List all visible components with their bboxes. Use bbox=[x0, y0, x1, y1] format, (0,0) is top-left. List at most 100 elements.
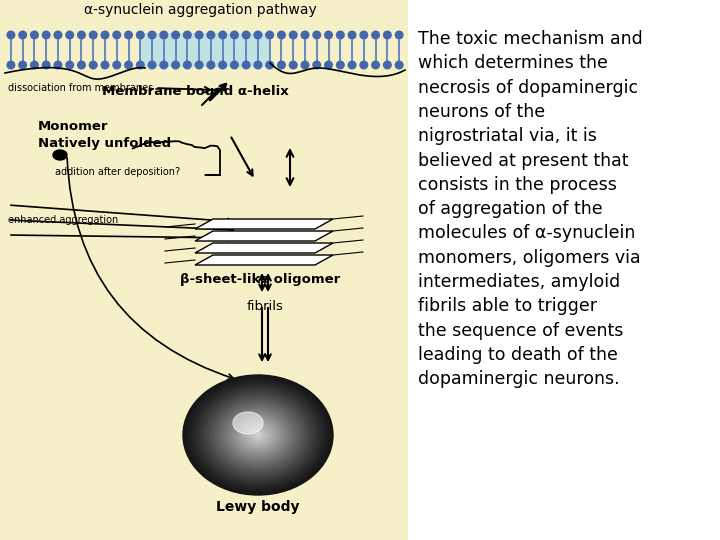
Circle shape bbox=[53, 30, 63, 39]
Circle shape bbox=[395, 60, 404, 70]
Ellipse shape bbox=[247, 426, 269, 444]
Circle shape bbox=[42, 30, 50, 39]
Circle shape bbox=[194, 60, 204, 70]
Ellipse shape bbox=[204, 392, 312, 478]
Ellipse shape bbox=[254, 432, 262, 438]
Ellipse shape bbox=[230, 413, 286, 457]
Ellipse shape bbox=[208, 395, 308, 475]
Circle shape bbox=[171, 60, 180, 70]
Ellipse shape bbox=[191, 381, 325, 489]
Text: enhanced aggregation: enhanced aggregation bbox=[8, 215, 118, 225]
Ellipse shape bbox=[184, 376, 332, 494]
Circle shape bbox=[265, 30, 274, 39]
Circle shape bbox=[218, 30, 227, 39]
Ellipse shape bbox=[252, 430, 264, 440]
Circle shape bbox=[207, 30, 215, 39]
Circle shape bbox=[218, 60, 227, 70]
Circle shape bbox=[242, 30, 251, 39]
Ellipse shape bbox=[186, 377, 330, 493]
Ellipse shape bbox=[248, 427, 268, 443]
Ellipse shape bbox=[237, 418, 279, 452]
Ellipse shape bbox=[234, 416, 282, 454]
Ellipse shape bbox=[235, 417, 281, 453]
Ellipse shape bbox=[215, 401, 300, 469]
Circle shape bbox=[101, 30, 109, 39]
Text: Membrane bound α-helix: Membrane bound α-helix bbox=[102, 85, 289, 98]
Circle shape bbox=[159, 60, 168, 70]
Circle shape bbox=[66, 30, 74, 39]
Ellipse shape bbox=[251, 429, 266, 441]
Circle shape bbox=[265, 60, 274, 70]
Ellipse shape bbox=[196, 385, 320, 485]
Circle shape bbox=[6, 60, 15, 70]
Ellipse shape bbox=[232, 414, 284, 456]
Ellipse shape bbox=[256, 433, 261, 437]
Ellipse shape bbox=[203, 391, 313, 479]
Circle shape bbox=[383, 30, 392, 39]
Ellipse shape bbox=[210, 397, 305, 473]
Text: β-sheet-like oligomer: β-sheet-like oligomer bbox=[180, 273, 341, 286]
Ellipse shape bbox=[243, 423, 273, 447]
Ellipse shape bbox=[239, 420, 276, 450]
Bar bbox=[408, 0, 720, 540]
Circle shape bbox=[183, 60, 192, 70]
Ellipse shape bbox=[210, 396, 307, 474]
Circle shape bbox=[101, 60, 109, 70]
Circle shape bbox=[77, 30, 86, 39]
Ellipse shape bbox=[199, 388, 317, 482]
Circle shape bbox=[148, 30, 156, 39]
Circle shape bbox=[18, 60, 27, 70]
Ellipse shape bbox=[257, 434, 259, 436]
Text: The toxic mechanism and
which determines the
necrosis of dopaminergic
neurons of: The toxic mechanism and which determines… bbox=[418, 30, 643, 388]
Circle shape bbox=[395, 30, 404, 39]
Ellipse shape bbox=[242, 422, 274, 448]
Circle shape bbox=[89, 60, 98, 70]
Text: Lewy body: Lewy body bbox=[216, 500, 300, 514]
Text: α-synuclein aggregation pathway: α-synuclein aggregation pathway bbox=[84, 3, 316, 17]
Circle shape bbox=[124, 30, 133, 39]
Circle shape bbox=[207, 60, 215, 70]
Ellipse shape bbox=[198, 387, 318, 483]
Text: fibrils: fibrils bbox=[246, 300, 284, 313]
Circle shape bbox=[112, 60, 121, 70]
Circle shape bbox=[359, 60, 369, 70]
Ellipse shape bbox=[197, 386, 319, 484]
Ellipse shape bbox=[233, 415, 283, 455]
Ellipse shape bbox=[192, 382, 324, 488]
Circle shape bbox=[324, 30, 333, 39]
Circle shape bbox=[371, 60, 380, 70]
Ellipse shape bbox=[53, 150, 67, 160]
Ellipse shape bbox=[189, 380, 327, 490]
Circle shape bbox=[124, 60, 133, 70]
Circle shape bbox=[30, 30, 39, 39]
Circle shape bbox=[383, 60, 392, 70]
Polygon shape bbox=[195, 219, 333, 229]
Ellipse shape bbox=[215, 400, 302, 470]
Circle shape bbox=[136, 60, 145, 70]
Ellipse shape bbox=[205, 393, 310, 477]
Ellipse shape bbox=[183, 375, 333, 495]
Circle shape bbox=[371, 30, 380, 39]
Circle shape bbox=[312, 30, 321, 39]
Circle shape bbox=[30, 60, 39, 70]
Ellipse shape bbox=[253, 431, 263, 439]
Ellipse shape bbox=[228, 411, 288, 459]
Ellipse shape bbox=[222, 406, 294, 464]
Ellipse shape bbox=[249, 428, 266, 442]
Circle shape bbox=[289, 30, 298, 39]
Ellipse shape bbox=[225, 409, 290, 461]
Ellipse shape bbox=[233, 412, 263, 434]
Circle shape bbox=[336, 60, 345, 70]
Ellipse shape bbox=[220, 404, 297, 466]
Bar bbox=[140, 33, 270, 67]
Ellipse shape bbox=[212, 398, 305, 472]
Circle shape bbox=[277, 60, 286, 70]
Polygon shape bbox=[195, 255, 333, 265]
Ellipse shape bbox=[217, 402, 300, 468]
Circle shape bbox=[6, 30, 15, 39]
Ellipse shape bbox=[246, 425, 271, 445]
Circle shape bbox=[312, 60, 321, 70]
Circle shape bbox=[324, 60, 333, 70]
Circle shape bbox=[194, 30, 204, 39]
Ellipse shape bbox=[227, 410, 289, 460]
